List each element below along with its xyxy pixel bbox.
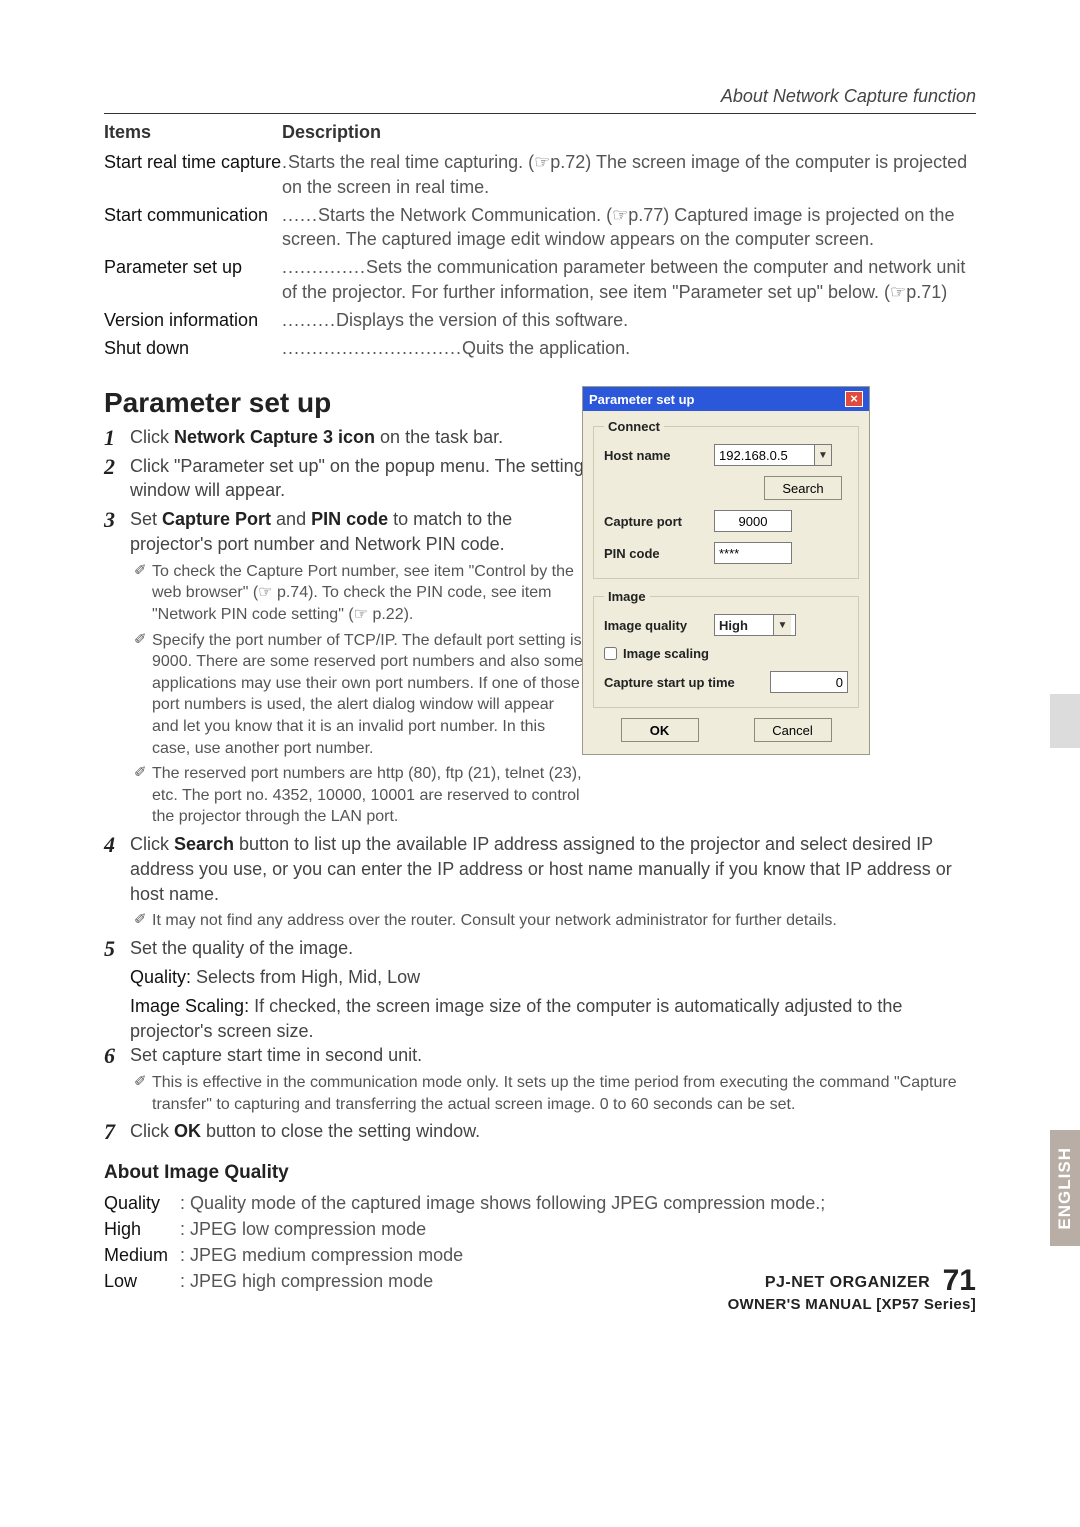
image-quality-value: High [719, 618, 748, 633]
item-name: Start real time capture [104, 150, 282, 199]
ok-button[interactable]: OK [621, 718, 699, 742]
items-table: Items Description Start real time captur… [104, 120, 976, 361]
dialog-title: Parameter set up [589, 392, 695, 407]
footer-manual: OWNER'S MANUAL [XP57 Series] [104, 1296, 976, 1313]
step-6: 6 Set capture start time in second unit. [104, 1043, 976, 1068]
image-scaling-checkbox[interactable] [604, 647, 617, 660]
capture-port-label: Capture port [604, 514, 714, 529]
close-icon[interactable]: × [845, 391, 863, 407]
image-legend: Image [604, 589, 650, 604]
pin-code-input[interactable] [714, 542, 792, 564]
connect-group: Connect Host name ▼ Search Capture port … [593, 419, 859, 579]
image-scaling-label: Image scaling [623, 646, 733, 661]
step-4: 4 Click Search button to list up the ava… [104, 832, 976, 906]
image-quality-select[interactable]: High ▼ [714, 614, 796, 636]
table-row: Start communication ......Starts the Net… [104, 203, 976, 252]
image-scaling-line: Image Scaling: If checked, the screen im… [104, 994, 976, 1044]
item-desc: Starts the real time capturing. (☞p.72) … [282, 152, 967, 196]
side-tab-stub [1050, 694, 1080, 748]
note: The reserved port numbers are http (80),… [104, 763, 584, 828]
note: This is effective in the communication m… [104, 1072, 976, 1115]
capture-port-input[interactable] [714, 510, 792, 532]
item-desc: Quits the application. [462, 338, 630, 358]
footer-brand: PJ-NET ORGANIZER [765, 1274, 930, 1291]
chevron-down-icon[interactable]: ▼ [773, 615, 791, 635]
host-name-label: Host name [604, 448, 714, 463]
image-quality-label: Image quality [604, 618, 714, 633]
table-row: Shut down ..............................… [104, 336, 976, 360]
step-5: 5 Set the quality of the image. [104, 936, 976, 961]
note: Specify the port number of TCP/IP. The d… [104, 630, 584, 760]
quality-row: High: JPEG low compression mode [104, 1216, 976, 1242]
item-name: Version information [104, 308, 282, 332]
note: It may not find any address over the rou… [104, 910, 976, 932]
page-header: About Network Capture function [104, 86, 976, 114]
page-footer: PJ-NET ORGANIZER 71 OWNER'S MANUAL [XP57… [104, 1264, 976, 1313]
col-description: Description [282, 120, 976, 144]
connect-legend: Connect [604, 419, 664, 434]
host-name-input[interactable] [714, 444, 814, 466]
item-name: Shut down [104, 336, 282, 360]
item-name: Start communication [104, 203, 282, 252]
quality-row: Quality: Quality mode of the captured im… [104, 1190, 976, 1216]
dialog-titlebar[interactable]: Parameter set up × [583, 387, 869, 411]
language-tab: ENGLISH [1050, 1130, 1080, 1246]
step-3: 3 Set Capture Port and PIN code to match… [104, 507, 584, 557]
page-number: 71 [943, 1264, 976, 1297]
item-desc: Displays the version of this software. [336, 310, 628, 330]
item-name: Parameter set up [104, 255, 282, 304]
about-image-quality-heading: About Image Quality [104, 1162, 976, 1184]
quality-line: Quality: Selects from High, Mid, Low [104, 965, 976, 990]
search-button[interactable]: Search [764, 476, 842, 500]
table-row: Version information .........Displays th… [104, 308, 976, 332]
host-name-combo[interactable]: ▼ [714, 444, 832, 466]
startup-time-label: Capture start up time [604, 675, 754, 690]
startup-time-input[interactable] [770, 671, 848, 693]
step-7: 7 Click OK button to close the setting w… [104, 1119, 976, 1144]
table-row: Parameter set up ..............Sets the … [104, 255, 976, 304]
item-desc: Starts the Network Communication. (☞p.77… [282, 205, 954, 249]
image-group: Image Image quality High ▼ Image scaling… [593, 589, 859, 708]
table-row: Start real time capture .Starts the real… [104, 150, 976, 199]
parameter-setup-dialog: Parameter set up × Connect Host name ▼ S… [582, 386, 870, 755]
item-desc: Sets the communication parameter between… [282, 257, 965, 301]
step-2: 2 Click "Parameter set up" on the popup … [104, 454, 584, 504]
col-items: Items [104, 120, 282, 144]
step-1: 1 Click Network Capture 3 icon on the ta… [104, 425, 584, 450]
pin-code-label: PIN code [604, 546, 714, 561]
chevron-down-icon[interactable]: ▼ [814, 444, 832, 466]
note: To check the Capture Port number, see it… [104, 561, 584, 626]
cancel-button[interactable]: Cancel [754, 718, 832, 742]
